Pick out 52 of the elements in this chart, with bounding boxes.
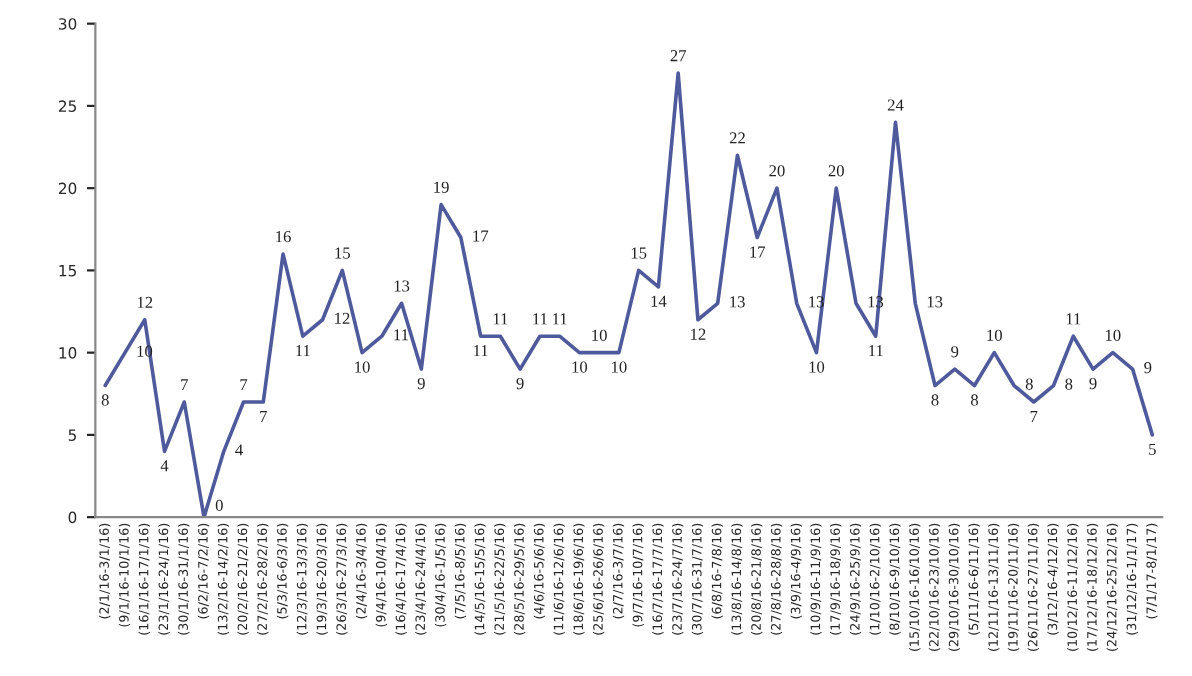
data-label: 11 xyxy=(296,345,310,357)
data-label: 11 xyxy=(1066,313,1081,325)
data-label: 5 xyxy=(1149,443,1156,455)
data-label: 14 xyxy=(651,295,667,307)
data-label: 4 xyxy=(235,444,243,456)
data-label: 11 xyxy=(474,345,488,357)
data-label: 11 xyxy=(493,313,508,325)
data-label: 13 xyxy=(394,280,410,292)
data-label: 9 xyxy=(1144,362,1152,374)
data-label: 10 xyxy=(572,361,588,373)
data-label: 15 xyxy=(335,247,350,259)
data-label: 12 xyxy=(137,296,153,308)
data-label: 17 xyxy=(750,246,766,258)
data-label: 27 xyxy=(670,50,687,62)
data-label: 20 xyxy=(769,165,785,177)
data-label: 10 xyxy=(592,329,607,341)
data-label: 8 xyxy=(931,394,939,406)
data-label: 22 xyxy=(729,132,745,144)
data-label: 9 xyxy=(417,377,425,390)
data-label: 10 xyxy=(612,361,627,373)
data-label: 11 xyxy=(533,313,547,325)
data-label: 9 xyxy=(1089,377,1097,390)
data-label: 4 xyxy=(160,460,169,472)
data-label: 10 xyxy=(355,361,370,373)
data-label: 12 xyxy=(335,312,350,324)
data-label: 17 xyxy=(473,230,489,242)
data-label: 7 xyxy=(260,410,267,422)
data-label: 8 xyxy=(101,394,109,406)
data-label: 7 xyxy=(1030,410,1038,422)
data-label: 7 xyxy=(240,379,248,391)
data-label: 10 xyxy=(1105,329,1121,341)
line-series xyxy=(103,71,1155,518)
data-label: 13 xyxy=(730,296,745,308)
data-label: 11 xyxy=(869,345,883,357)
data-label: 11 xyxy=(553,313,567,325)
data-label: 12 xyxy=(691,328,706,340)
data-label: 7 xyxy=(181,379,188,391)
data-label: 8 xyxy=(1025,378,1033,390)
data-label: 20 xyxy=(828,165,844,177)
data-label: 9 xyxy=(516,377,524,390)
data-label: 10 xyxy=(987,329,1002,341)
data-label: 11 xyxy=(394,329,408,341)
data-label: 10 xyxy=(809,361,825,373)
data-label: 24 xyxy=(887,99,904,111)
data-label: 8 xyxy=(1065,378,1073,390)
data-label: 9 xyxy=(951,346,959,358)
data-label: 15 xyxy=(631,247,647,259)
data-label: 16 xyxy=(276,231,291,243)
data-label: 0 xyxy=(215,499,223,511)
data-label: 8 xyxy=(970,394,979,406)
data-label: 19 xyxy=(434,181,449,193)
data-label: 13 xyxy=(927,296,943,308)
